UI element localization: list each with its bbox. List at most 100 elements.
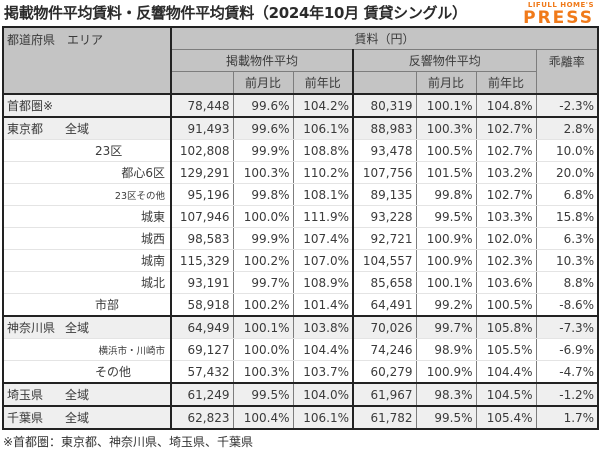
inquiry-yoy-cell: 102.0% — [475, 227, 537, 250]
listed-mom-cell: 100.1% — [232, 315, 294, 339]
listed-avg-cell: 57,432 — [170, 360, 234, 384]
inquiry-mom-cell: 99.5% — [415, 405, 477, 430]
inquiry-mom-cell: 100.1% — [415, 271, 477, 294]
area-label: 城西 — [140, 232, 165, 246]
divergence-cell: 10.0% — [535, 139, 600, 162]
inquiry-avg-cell: 107,756 — [352, 161, 417, 184]
table-row: 横浜市・川崎市 69,127 100.0% 104.4% 74,246 98.9% 105.… — [2, 338, 600, 361]
inquiry-yoy-cell: 104.4% — [475, 360, 537, 384]
brand-big-text: PRESS — [523, 8, 594, 28]
listed-yoy-cell: 104.2% — [292, 93, 354, 118]
listed-avg-cell: 102,808 — [170, 139, 234, 162]
table-row: 23区その他 95,196 99.8% 108.1% 89,135 99.8% 102.7%… — [2, 183, 600, 206]
area-cell: 城南 — [2, 249, 172, 272]
area-cell: 市部 — [2, 293, 172, 317]
divergence-cell: -4.7% — [535, 360, 600, 384]
area-cell: 横浜市・川崎市 — [2, 338, 172, 361]
inquiry-yoy-cell: 102.7% — [475, 116, 537, 140]
table-row: その他 57,432 100.3% 103.7% 60,279 100.9% 104.4% -… — [2, 360, 600, 384]
listed-avg-cell: 115,329 — [170, 249, 234, 272]
listed-avg-cell: 58,918 — [170, 293, 234, 317]
inquiry-yoy-cell: 102.7% — [475, 139, 537, 162]
inquiry-mom-cell: 100.1% — [415, 93, 477, 118]
listed-yoy-cell: 104.4% — [292, 338, 354, 361]
inquiry-avg-cell: 70,026 — [352, 315, 417, 339]
inquiry-avg-cell: 89,135 — [352, 183, 417, 206]
inquiry-avg-cell: 85,658 — [352, 271, 417, 294]
rent-table: 都道府県 エリア 賃料（円） 掲載物件平均 反響物件平均 乖離率 前月比 前年比… — [2, 26, 600, 430]
listed-yoy-cell: 110.2% — [292, 161, 354, 184]
area-label: 全域 — [65, 411, 90, 425]
area-cell: その他 — [2, 360, 172, 384]
listed-mom-cell: 100.2% — [232, 293, 294, 317]
brand-small-text: LIFULL HOME'S — [527, 1, 594, 9]
area-label: 城東 — [140, 210, 165, 224]
listed-avg-cell: 107,946 — [170, 205, 234, 228]
divergence-cell: 8.8% — [535, 271, 600, 294]
divergence-cell: 1.7% — [535, 405, 600, 430]
page-title: 掲載物件平均賃料・反響物件平均賃料（2024年10月 賃貸シングル） — [4, 4, 467, 22]
listed-yoy-cell: 111.9% — [292, 205, 354, 228]
inquiry-mom-cell: 99.7% — [415, 315, 477, 339]
table-row: 市部 58,918 100.2% 101.4% 64,491 99.2% 100.5% -8.… — [2, 293, 600, 317]
inquiry-avg-cell: 80,319 — [352, 93, 417, 118]
inquiry-avg-cell: 88,983 — [352, 116, 417, 140]
listed-mom-cell: 99.5% — [232, 382, 294, 407]
inquiry-avg-cell: 61,782 — [352, 405, 417, 430]
listed-avg-cell: 95,196 — [170, 183, 234, 206]
area-label: 全域 — [65, 321, 90, 335]
listed-yoy-cell: 106.1% — [292, 405, 354, 430]
listed-yoy-cell: 106.1% — [292, 116, 354, 140]
divergence-cell: -6.9% — [535, 338, 600, 361]
inquiry-mom-cell: 99.2% — [415, 293, 477, 317]
inquiry-mom-cell: 98.3% — [415, 382, 477, 407]
area-cell: 城西 — [2, 227, 172, 250]
header-inquiry-mom: 前月比 — [415, 71, 477, 95]
listed-mom-cell: 99.6% — [232, 93, 294, 118]
table-row: 都心6区 129,291 100.3% 110.2% 107,756 101.5% 103.… — [2, 161, 600, 184]
listed-avg-cell: 62,823 — [170, 405, 234, 430]
divergence-cell: 6.8% — [535, 183, 600, 206]
header-listed-yoy: 前年比 — [292, 71, 354, 95]
inquiry-mom-cell: 99.8% — [415, 183, 477, 206]
area-label: 横浜市・川崎市 — [98, 345, 165, 357]
divergence-cell: 10.3% — [535, 249, 600, 272]
table-row: 城西 98,583 99.9% 107.4% 92,721 100.9% 102.0% 6.3… — [2, 227, 600, 250]
area-label: 市部 — [95, 298, 120, 312]
divergence-cell: 15.8% — [535, 205, 600, 228]
table-row: 城東 107,946 100.0% 111.9% 93,228 99.5% 103.3% 15… — [2, 205, 600, 228]
listed-avg-cell: 129,291 — [170, 161, 234, 184]
inquiry-avg-cell: 93,478 — [352, 139, 417, 162]
divergence-cell: -8.6% — [535, 293, 600, 317]
listed-mom-cell: 99.6% — [232, 116, 294, 140]
inquiry-yoy-cell: 103.6% — [475, 271, 537, 294]
listed-mom-cell: 100.0% — [232, 205, 294, 228]
header-listed-avg: 掲載物件平均 — [170, 49, 354, 72]
area-label: その他 — [95, 365, 132, 379]
header-inquiry-avg: 反響物件平均 — [352, 49, 537, 72]
listed-mom-cell: 100.0% — [232, 338, 294, 361]
listed-yoy-cell: 108.8% — [292, 139, 354, 162]
header-inquiry-yoy: 前年比 — [475, 71, 537, 95]
area-label: 23区 — [95, 144, 123, 158]
table-row: 首都圏※ 78,448 99.6% 104.2% 80,319 100.1% 104.8% -… — [2, 93, 600, 118]
divergence-cell: -1.2% — [535, 382, 600, 407]
area-cell: 23区 — [2, 139, 172, 162]
prefecture-label: 首都圏※ — [7, 99, 54, 113]
listed-avg-cell: 91,493 — [170, 116, 234, 140]
listed-yoy-cell: 103.8% — [292, 315, 354, 339]
area-cell: 城北 — [2, 271, 172, 294]
listed-mom-cell: 100.2% — [232, 249, 294, 272]
inquiry-yoy-cell: 104.8% — [475, 93, 537, 118]
area-cell: 神奈川県 全域 — [2, 315, 172, 339]
listed-yoy-cell: 104.0% — [292, 382, 354, 407]
listed-mom-cell: 99.8% — [232, 183, 294, 206]
table-row: 埼玉県 全域 61,249 99.5% 104.0% 61,967 98.3% 104.5% -… — [2, 382, 600, 407]
table-row: 城北 93,191 99.7% 108.9% 85,658 100.1% 103.6% 8.8… — [2, 271, 600, 294]
inquiry-mom-cell: 100.5% — [415, 139, 477, 162]
listed-yoy-cell: 101.4% — [292, 293, 354, 317]
inquiry-avg-cell: 92,721 — [352, 227, 417, 250]
inquiry-yoy-cell: 100.5% — [475, 293, 537, 317]
listed-yoy-cell: 103.7% — [292, 360, 354, 384]
area-cell: 都心6区 — [2, 161, 172, 184]
